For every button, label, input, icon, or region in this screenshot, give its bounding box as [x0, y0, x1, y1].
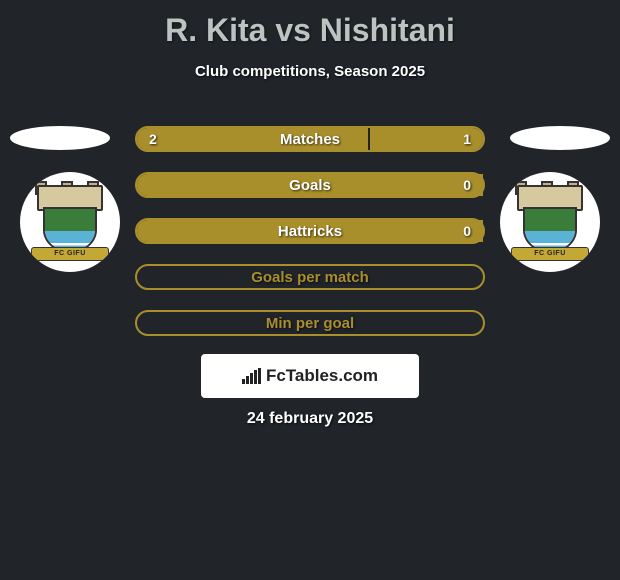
club-crest-icon: FC GIFU	[511, 183, 589, 261]
player-left-club-badge: FC GIFU	[20, 172, 120, 272]
stat-row: Hattricks 0	[135, 218, 485, 244]
club-ribbon-text: FC GIFU	[31, 247, 109, 261]
stat-value-right: 0	[463, 220, 471, 242]
branding-text: FcTables.com	[266, 366, 378, 386]
branding-box: FcTables.com	[201, 354, 419, 398]
stat-row: Goals per match	[135, 264, 485, 290]
stat-value-left: 2	[149, 128, 157, 150]
player-right-club-badge: FC GIFU	[500, 172, 600, 272]
player-right-avatar	[510, 126, 610, 150]
player-left-avatar	[10, 126, 110, 150]
page-title: R. Kita vs Nishitani	[0, 0, 620, 49]
club-ribbon-text: FC GIFU	[511, 247, 589, 261]
stat-label: Matches	[280, 131, 340, 148]
stat-row: Matches 2 1	[135, 126, 485, 152]
branding-logo: FcTables.com	[242, 366, 378, 386]
club-crest-icon: FC GIFU	[31, 183, 109, 261]
stat-label: Min per goal	[266, 315, 354, 332]
stat-row: Min per goal	[135, 310, 485, 336]
stat-row: Goals 0	[135, 172, 485, 198]
stat-label: Goals	[289, 177, 331, 194]
stat-label: Goals per match	[251, 269, 369, 286]
stat-label: Hattricks	[278, 223, 342, 240]
page-subtitle: Club competitions, Season 2025	[0, 63, 620, 80]
bar-chart-icon	[242, 368, 262, 384]
stat-value-right: 0	[463, 174, 471, 196]
footer-date: 24 february 2025	[0, 410, 620, 428]
comparison-stats: Matches 2 1 Goals 0 Hattricks 0 Goals per match…	[135, 126, 485, 356]
stat-value-right: 1	[463, 128, 471, 150]
